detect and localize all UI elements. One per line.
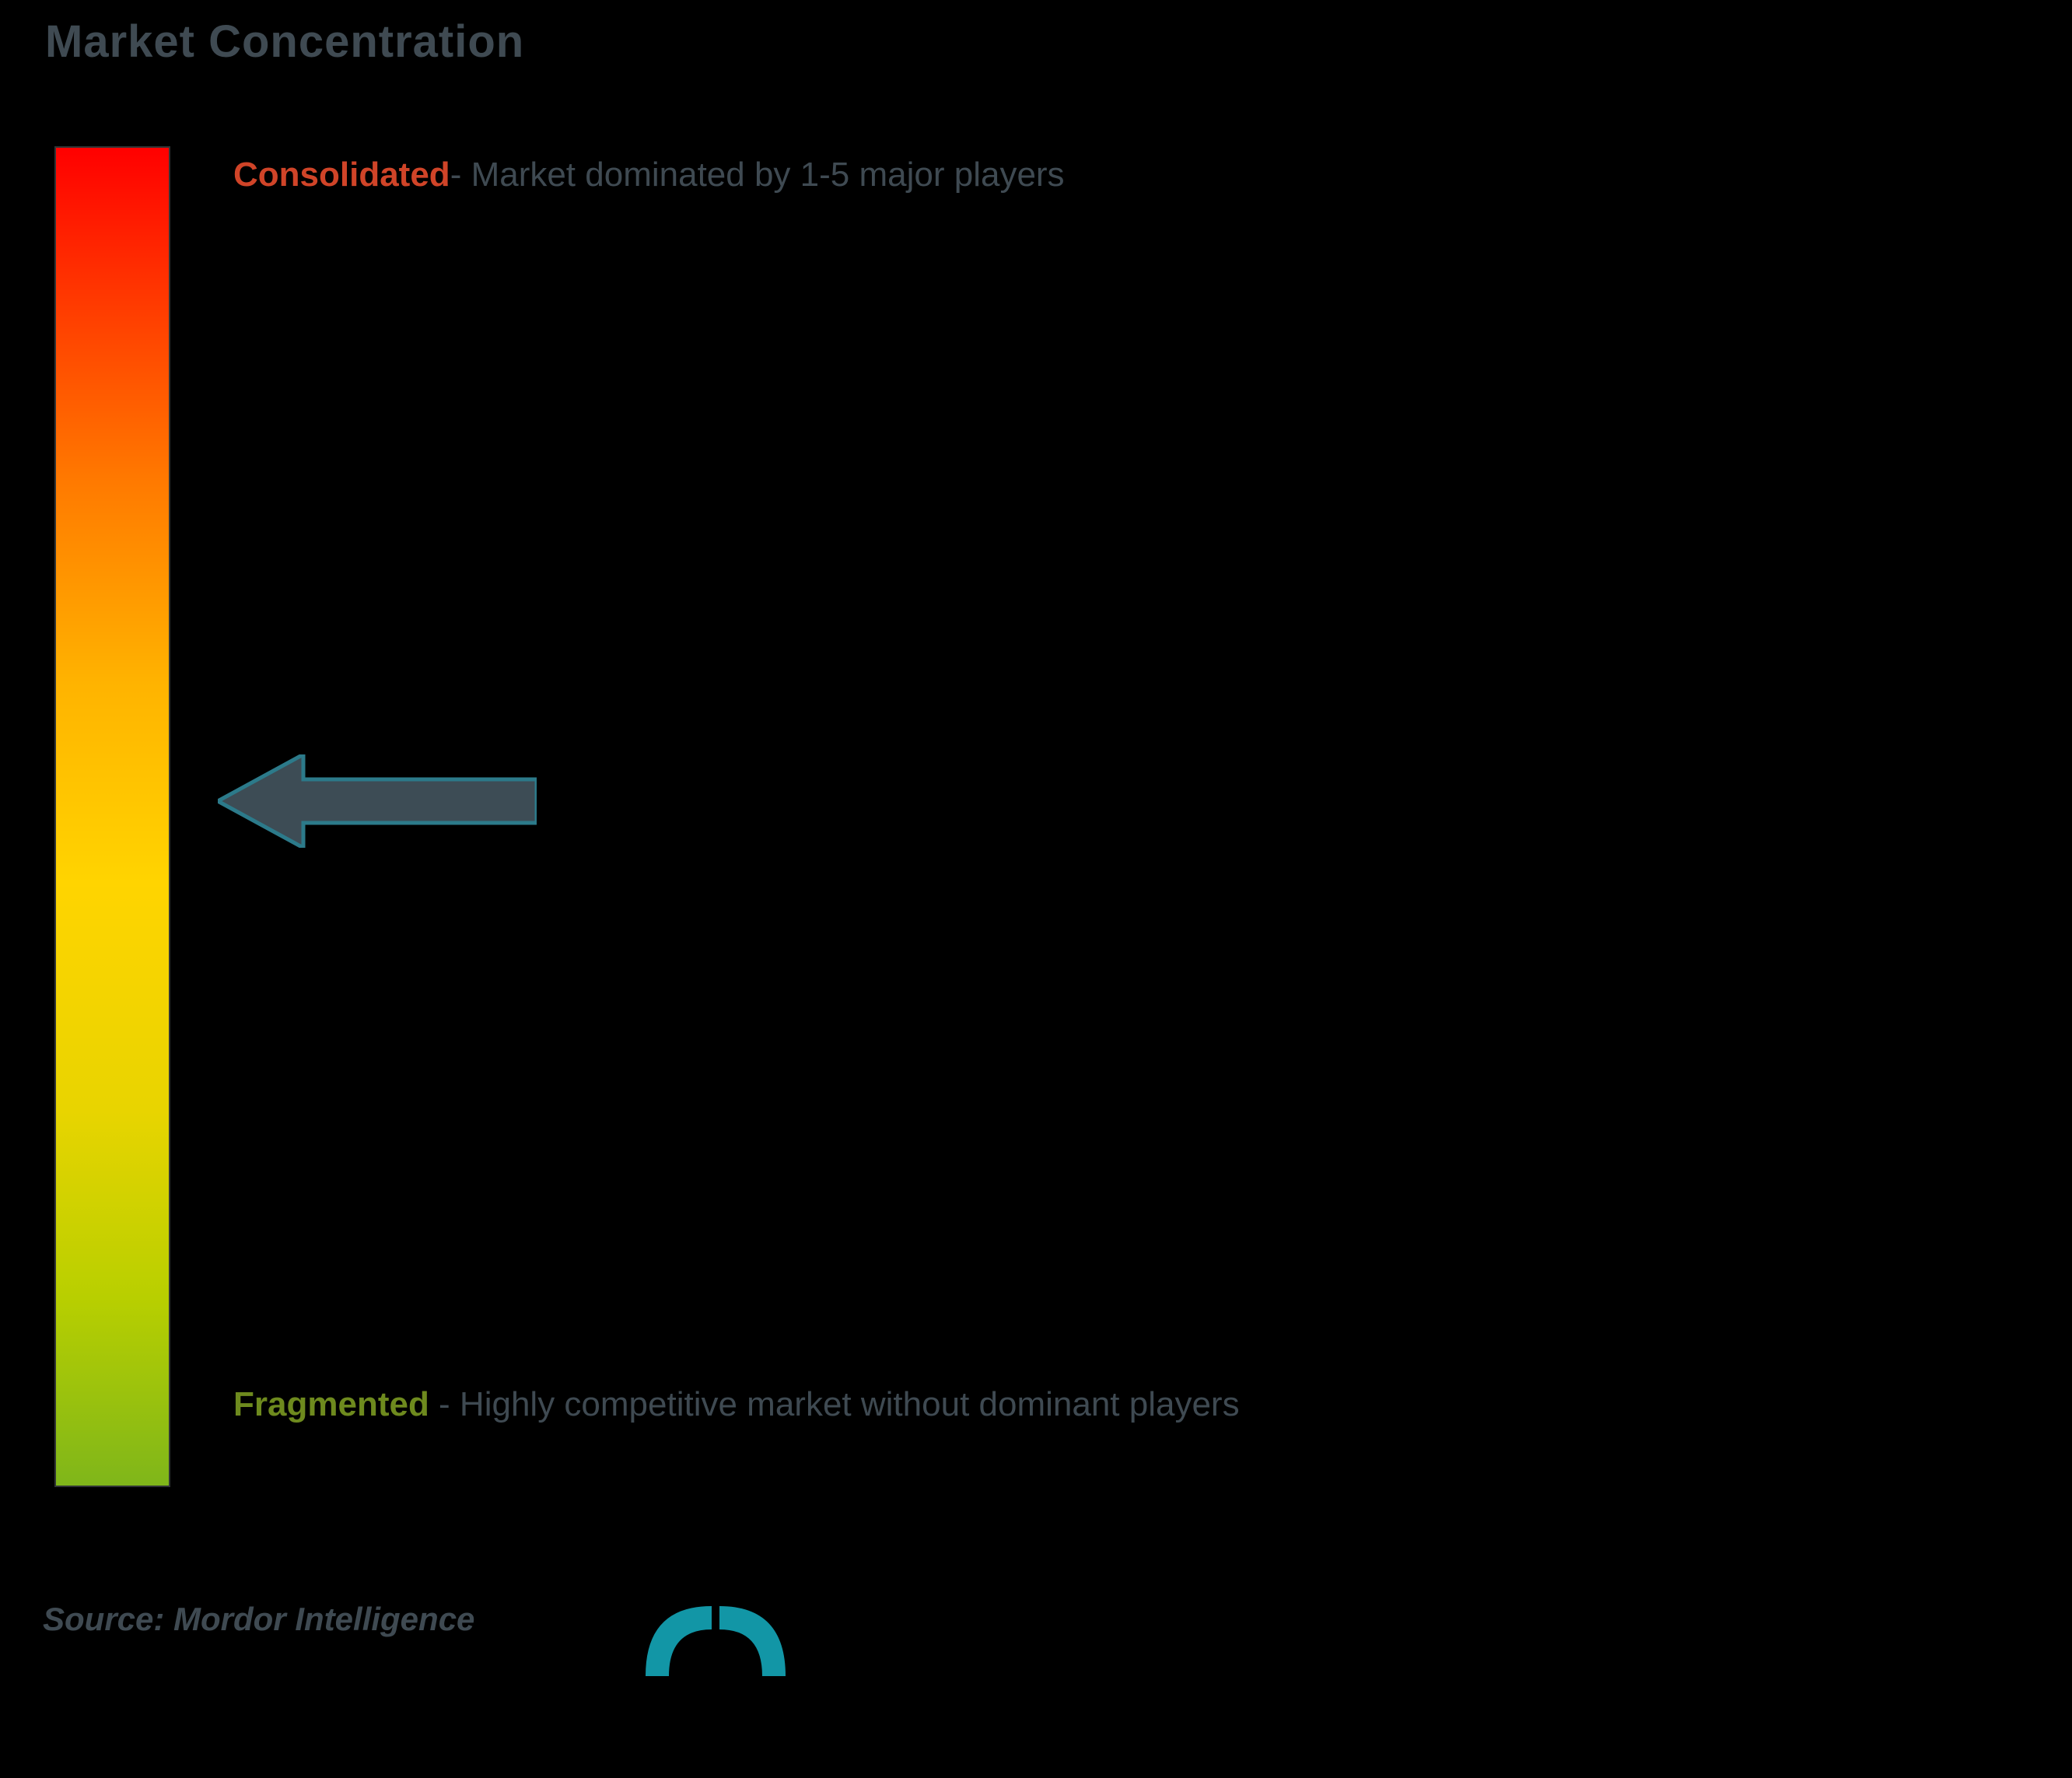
concentration-gradient-bar — [54, 146, 170, 1487]
consolidated-term: Consolidated — [233, 156, 450, 194]
consolidated-label: Consolidated- Market dominated by 1-5 ma… — [233, 149, 1065, 201]
fragmented-term: Fragmented — [233, 1385, 429, 1423]
infographic-root: Market Concentration Consolidated- Marke… — [0, 0, 2072, 1778]
logo-svg — [638, 1587, 793, 1696]
arrow-shape — [218, 754, 537, 848]
fragmented-label: Fragmented - Highly competitive market w… — [233, 1369, 1240, 1440]
logo-arc-right — [719, 1606, 786, 1676]
logo-arc-left — [646, 1606, 712, 1676]
chart-title: Market Concentration — [45, 16, 524, 68]
position-arrow-icon — [218, 754, 537, 848]
consolidated-desc: - Market dominated by 1-5 major players — [450, 156, 1065, 194]
arrow-svg — [218, 754, 537, 848]
source-attribution: Source: Mordor Intelligence — [43, 1601, 474, 1638]
fragmented-desc: - Highly competitive market without domi… — [429, 1385, 1240, 1423]
mordor-logo-icon — [638, 1587, 793, 1699]
